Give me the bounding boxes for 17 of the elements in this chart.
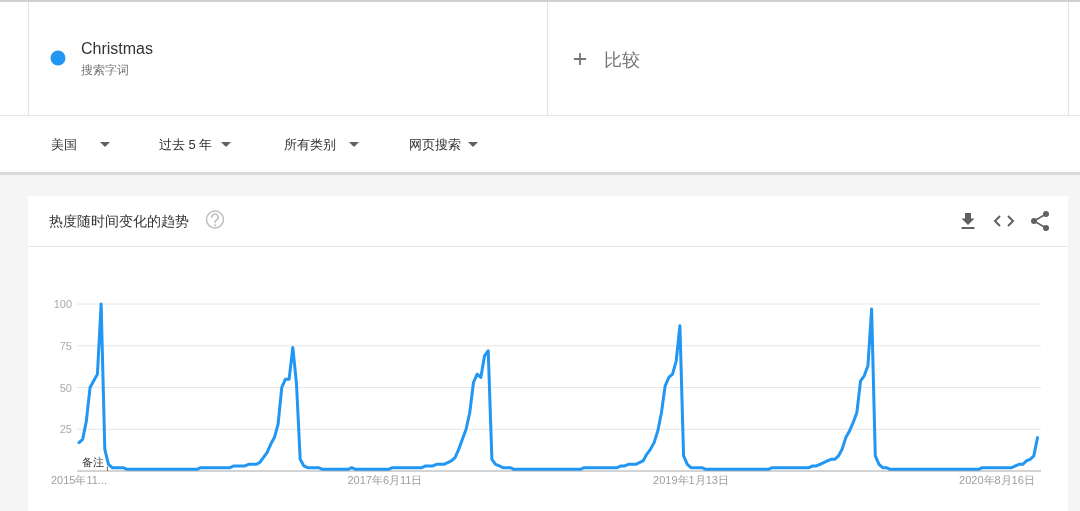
y-tick-label: 100 (53, 298, 72, 310)
y-tick-label: 25 (59, 423, 72, 436)
annotation: 所有类别 (284, 137, 336, 152)
annotation: 备注 (81, 456, 104, 468)
title: 热度随时间变化的趋势 (49, 213, 189, 229)
annotation: 网页搜索 (409, 137, 461, 152)
annotation: 搜索字词 (81, 63, 129, 77)
annotation: 美国 (51, 137, 77, 152)
x-tick-label: 2020年8月16日 (959, 474, 1035, 486)
x-tick-label: 2017年6月11日 (347, 474, 423, 486)
legend-label: Christmas (81, 40, 153, 57)
y-tick-label: 50 (59, 381, 72, 394)
y-tick-label: 75 (59, 339, 72, 352)
annotation: 比较 (604, 50, 640, 70)
annotation: 过去 5 年 (159, 137, 213, 152)
x-tick-label: 2019年1月13日 (653, 474, 729, 486)
x-tick-label: 2015年11... (50, 474, 108, 486)
